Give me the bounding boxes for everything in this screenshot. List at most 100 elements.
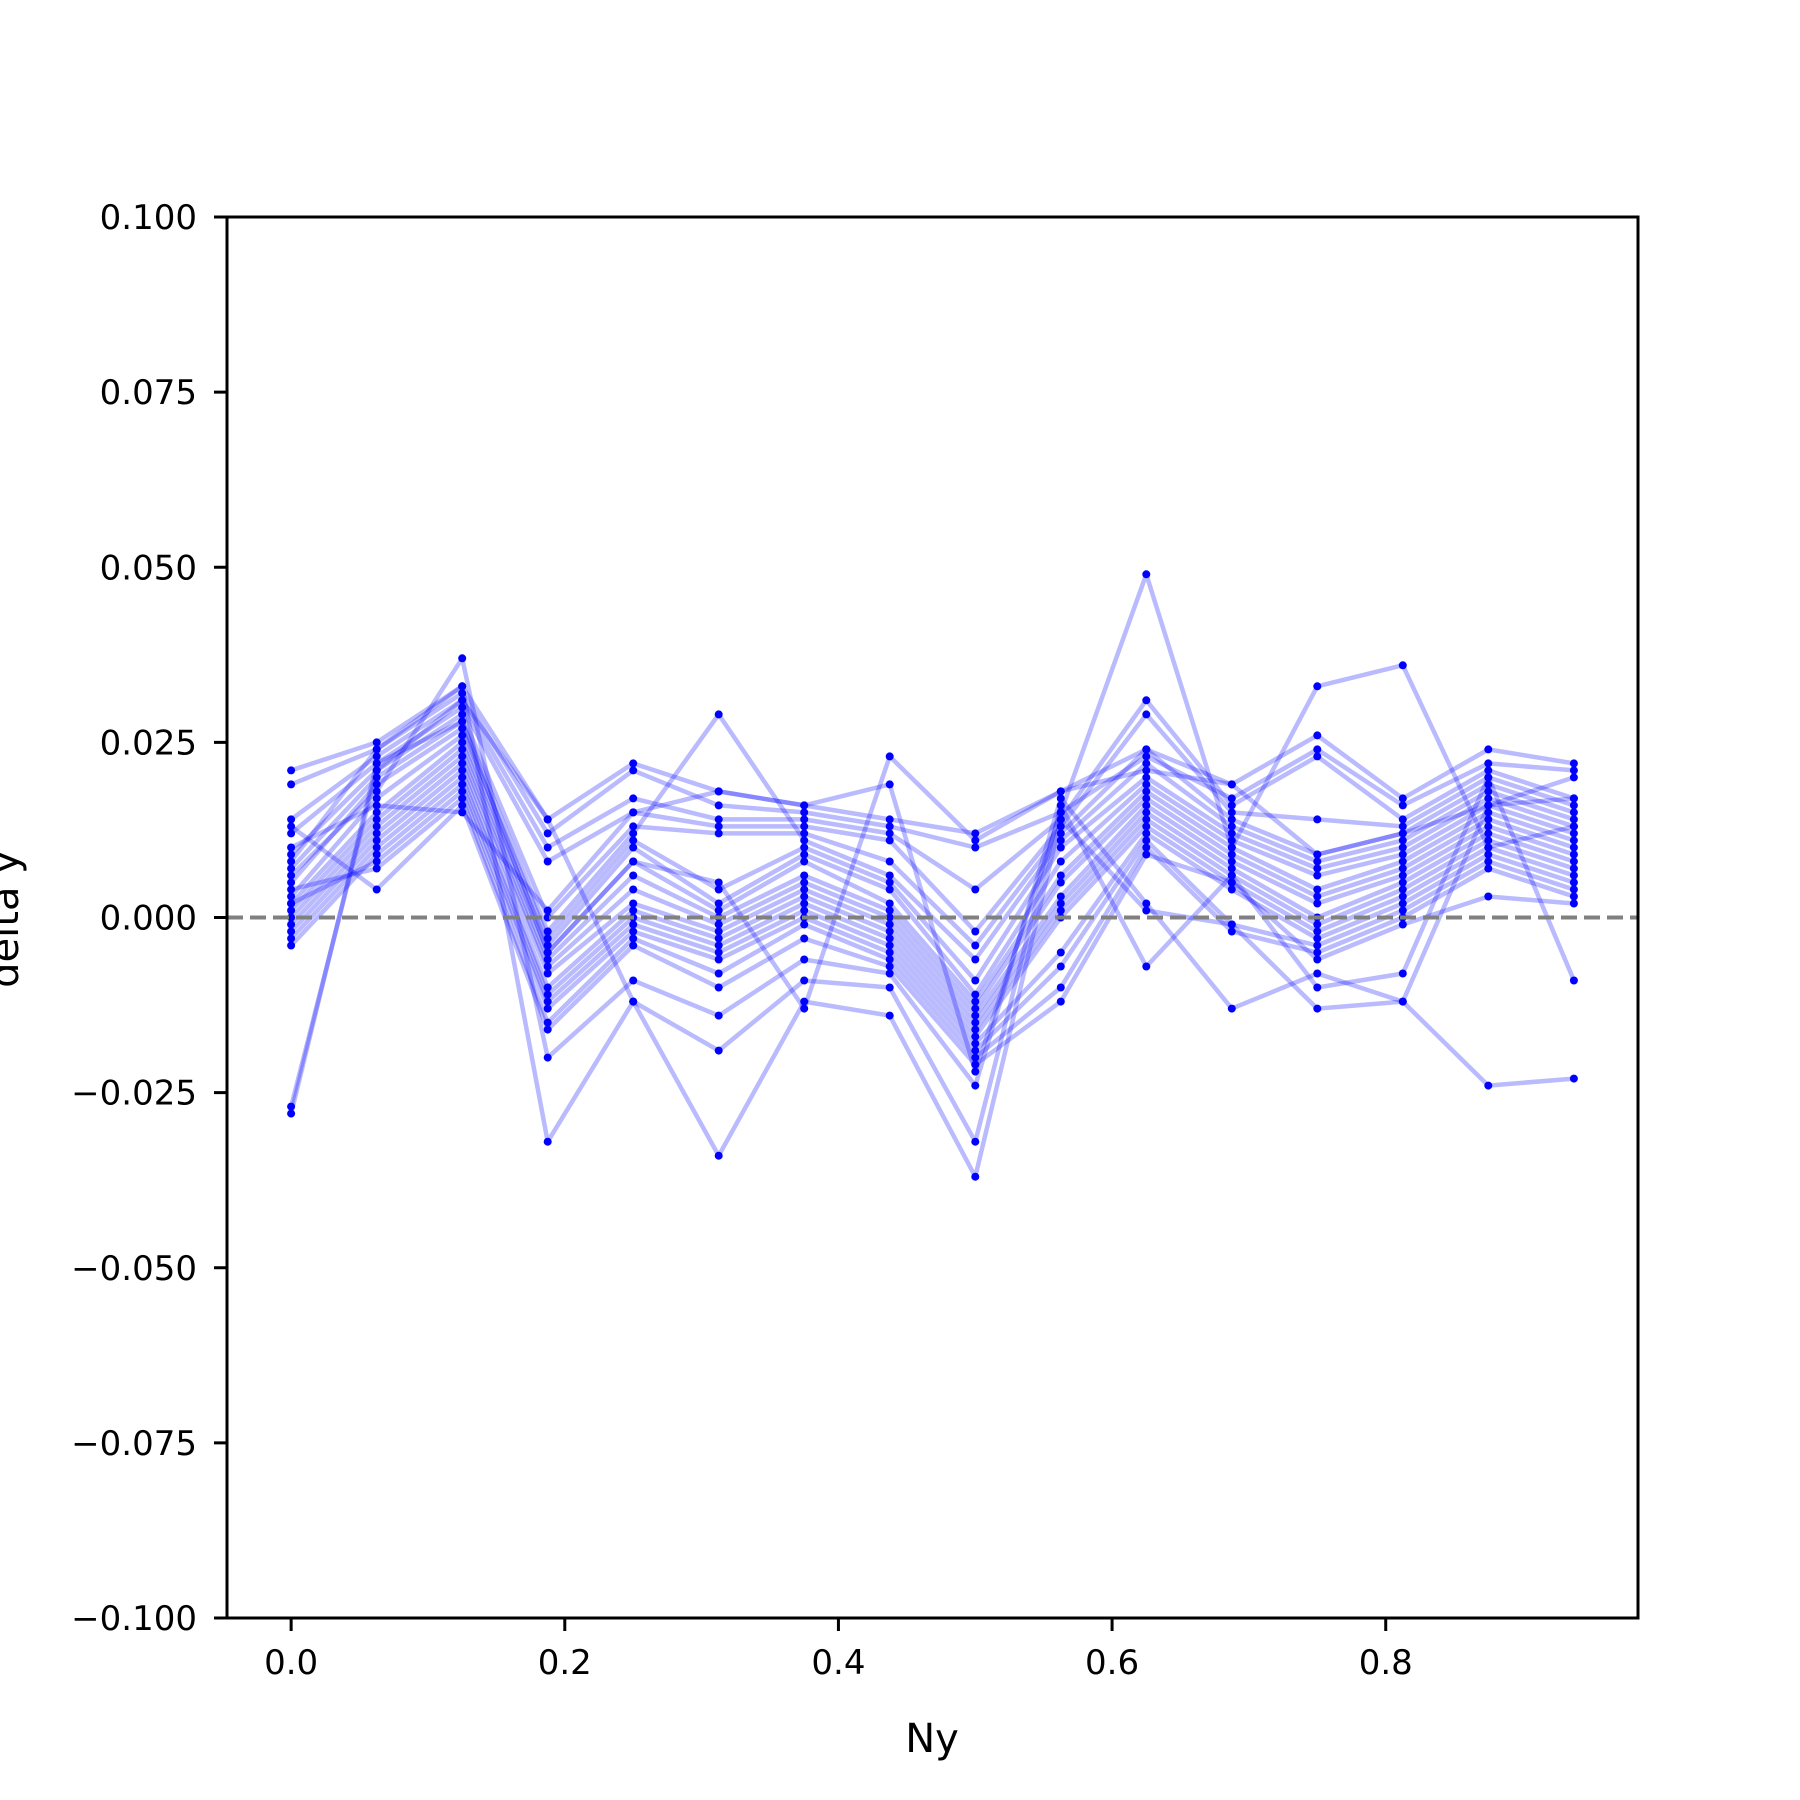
data-point: [1484, 829, 1493, 838]
data-point: [629, 843, 638, 852]
data-point: [458, 787, 467, 796]
data-point: [372, 850, 381, 859]
data-point: [1313, 892, 1322, 901]
data-point: [1142, 829, 1151, 838]
data-point: [885, 885, 894, 894]
data-point: [287, 899, 296, 908]
data-point: [1398, 892, 1407, 901]
data-point: [543, 1025, 552, 1034]
data-point: [1484, 801, 1493, 810]
data-point: [1398, 920, 1407, 929]
data-point: [885, 962, 894, 971]
y-tick-label: −0.075: [71, 1424, 197, 1464]
data-point: [1142, 962, 1151, 971]
data-point: [1484, 815, 1493, 824]
data-point: [1484, 822, 1493, 831]
data-point: [1398, 661, 1407, 670]
data-point: [971, 1046, 980, 1055]
data-point: [1313, 934, 1322, 943]
data-point: [714, 1011, 723, 1020]
data-point: [714, 969, 723, 978]
data-point: [885, 815, 894, 824]
data-point: [458, 766, 467, 775]
data-point: [1313, 983, 1322, 992]
data-point: [1227, 822, 1236, 831]
data-point: [1569, 885, 1578, 894]
data-point: [458, 801, 467, 810]
data-point: [1398, 899, 1407, 908]
data-point: [714, 710, 723, 719]
data-point: [885, 836, 894, 845]
data-point: [885, 983, 894, 992]
data-point: [1313, 731, 1322, 740]
data-point: [971, 1018, 980, 1027]
data-point: [372, 885, 381, 894]
data-point: [971, 829, 980, 838]
data-point: [458, 738, 467, 747]
data-point: [1056, 801, 1065, 810]
series-line-16: [290, 789, 1575, 1053]
data-point: [458, 773, 467, 782]
data-point: [885, 920, 894, 929]
data-point: [1142, 745, 1151, 754]
y-tick-label: 0.025: [100, 723, 197, 763]
data-point: [1142, 696, 1151, 705]
data-point: [287, 822, 296, 831]
data-point: [458, 682, 467, 691]
data-point: [885, 829, 894, 838]
data-point: [629, 920, 638, 929]
data-point: [629, 941, 638, 950]
data-point: [1569, 773, 1578, 782]
data-point: [1569, 836, 1578, 845]
data-point: [629, 759, 638, 768]
series-line-11: [289, 754, 1575, 1018]
data-point: [1484, 745, 1493, 754]
data-point: [1056, 787, 1065, 796]
data-point: [1142, 822, 1151, 831]
data-point: [1313, 941, 1322, 950]
data-point: [372, 738, 381, 747]
data-point: [1227, 836, 1236, 845]
data-point: [714, 934, 723, 943]
data-point: [971, 843, 980, 852]
data-point: [1227, 780, 1236, 789]
data-point: [1056, 794, 1065, 803]
data-point: [1313, 864, 1322, 873]
data-point: [1484, 773, 1493, 782]
data-point: [971, 1137, 980, 1146]
data-point: [1398, 857, 1407, 866]
data-point: [1398, 871, 1407, 880]
data-point: [1227, 878, 1236, 887]
data-point: [1227, 808, 1236, 817]
data-point: [1569, 850, 1578, 859]
data-point: [1142, 906, 1151, 915]
data-point: [629, 829, 638, 838]
data-point: [543, 941, 552, 950]
data-point: [1484, 843, 1493, 852]
data-point: [1227, 801, 1236, 810]
data-point: [800, 976, 809, 985]
data-point: [1142, 801, 1151, 810]
data-point: [714, 899, 723, 908]
data-point: [458, 654, 467, 663]
data-point: [1313, 920, 1322, 929]
data-point: [1398, 822, 1407, 831]
data-point: [287, 920, 296, 929]
data-point: [1056, 983, 1065, 992]
data-point: [458, 696, 467, 705]
data-point: [885, 941, 894, 950]
data-point: [885, 878, 894, 887]
data-point: [885, 899, 894, 908]
data-point: [1569, 864, 1578, 873]
data-point: [1142, 836, 1151, 845]
x-tick-label: 0.4: [811, 1643, 865, 1683]
data-point: [885, 857, 894, 866]
data-point: [458, 689, 467, 698]
data-point: [1484, 850, 1493, 859]
data-point: [458, 717, 467, 726]
series-line-1: [290, 684, 1575, 836]
data-point: [629, 976, 638, 985]
data-point: [629, 766, 638, 775]
data-point: [1313, 1004, 1322, 1013]
data-point: [800, 836, 809, 845]
